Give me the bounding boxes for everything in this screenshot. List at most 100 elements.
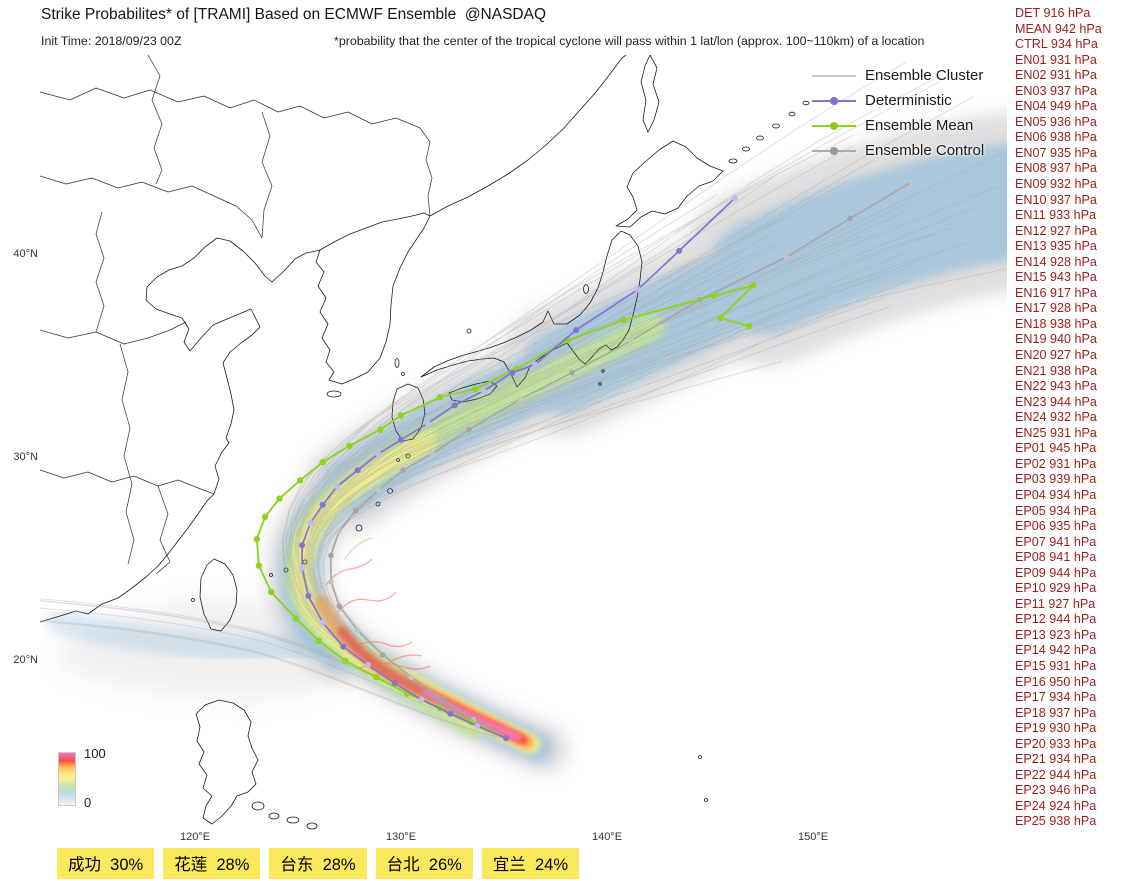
member-pressure: EP02 931 hPa [1015, 456, 1097, 471]
ensemble-cluster-track [306, 200, 913, 740]
member-pressure: EP13 923 hPa [1015, 627, 1097, 642]
track-point [418, 696, 425, 703]
track-point [400, 467, 406, 474]
strike-probability-label: 宜兰 24% [481, 848, 580, 879]
track-point [346, 442, 353, 449]
track-point [299, 542, 306, 549]
member-pressure: CTRL 934 hPa [1015, 37, 1098, 52]
ensemble-cluster-track [305, 234, 933, 740]
probability-colorbar [58, 752, 76, 806]
kyushu [391, 383, 426, 442]
track-point [717, 314, 724, 322]
lat-tick-label: 20°N [13, 654, 38, 666]
track-point [319, 619, 326, 626]
member-pressure: EP04 934 hPa [1015, 487, 1097, 502]
china-south-coast [40, 437, 230, 623]
member-pressure: EN23 944 hPa [1015, 394, 1097, 409]
probability-footnote: *probability that the center of the trop… [334, 34, 925, 48]
ensemble-cluster-track [315, 297, 885, 740]
track-point [253, 536, 260, 543]
track-point [436, 393, 444, 401]
member-pressure: EN06 938 hPa [1015, 130, 1097, 145]
ensemble-cluster-track [293, 74, 942, 740]
track-point [447, 710, 454, 717]
track-point [439, 696, 446, 703]
member-pressure: EP06 935 hPa [1015, 519, 1097, 534]
ensemble-cluster-track [306, 273, 876, 740]
track-point [354, 467, 361, 474]
lon-tick-label: 140°E [591, 831, 623, 843]
track-point [466, 426, 472, 433]
track-point [847, 215, 853, 222]
ensemble-cluster-track [310, 280, 708, 740]
track-point [509, 369, 516, 376]
member-pressure: EN16 917 hPa [1015, 285, 1097, 300]
track-point [319, 458, 326, 466]
member-pressure: EN02 931 hPa [1015, 68, 1097, 83]
member-pressure-list: DET 916 hPa MEAN 942 hPa CTRL 934 hPa EN01 … [1015, 6, 1125, 830]
track-point [569, 369, 575, 376]
ensemble-cluster-track [297, 255, 705, 740]
member-pressure: EN10 937 hPa [1015, 192, 1097, 207]
interior-borders [40, 55, 433, 575]
ensemble-cluster-track [287, 158, 875, 740]
track-point [573, 327, 580, 334]
ensemble-cluster-track [310, 185, 999, 740]
member-pressure: EP24 924 hPa [1015, 798, 1097, 813]
member-pressure: EN04 949 hPa [1015, 99, 1097, 114]
red-filaments [325, 537, 431, 670]
lat-tick-label: 40°N [13, 248, 38, 260]
lat-tick-label: 30°N [13, 451, 38, 463]
track-point [391, 680, 398, 687]
track-point [731, 195, 738, 202]
member-pressure: EP25 938 hPa [1015, 814, 1097, 829]
member-pressure: EN08 937 hPa [1015, 161, 1097, 176]
member-pressure: EP01 945 hPa [1015, 441, 1097, 456]
track-point [379, 652, 386, 658]
legend-line-sample [812, 96, 856, 105]
member-pressure: EP07 941 hPa [1015, 534, 1097, 549]
shikoku [448, 380, 498, 403]
track-point [255, 562, 263, 569]
member-pressure: EP03 939 hPa [1015, 472, 1097, 487]
track-point [315, 637, 322, 644]
page-title: Strike Probabilites* of [TRAMI] Based on… [41, 6, 547, 23]
ensemble-cluster-track [296, 216, 790, 740]
ensemble-cluster-track [298, 289, 685, 740]
ensemble-cluster-track [285, 80, 941, 740]
track-point [319, 501, 326, 508]
member-pressure: EP14 942 hPa [1015, 643, 1097, 658]
legend-line-sample [812, 121, 856, 130]
member-pressure: EP21 934 hPa [1015, 752, 1097, 767]
ensemble-cluster-track [300, 312, 708, 740]
member-pressure: EN21 938 hPa [1015, 363, 1097, 378]
ensemble-cluster-track [305, 239, 848, 740]
track-point [750, 282, 757, 289]
track-point [375, 487, 382, 494]
track-point [517, 396, 524, 402]
ensemble-cluster-track [308, 242, 968, 740]
member-pressure: EP23 946 hPa [1015, 783, 1097, 798]
track-point [909, 179, 915, 185]
ensemble-cluster-track [306, 252, 906, 740]
track-point [340, 643, 347, 650]
legend-item: Ensemble Mean [812, 113, 984, 138]
strike-probability-label: 成功 30% [57, 848, 155, 879]
legend-item: Deterministic [812, 88, 984, 113]
ensemble-cluster-track [304, 251, 737, 740]
ensemble-cluster-track [297, 232, 773, 740]
ensemble-cluster-track [298, 243, 776, 740]
ensemble-cluster-track [304, 227, 953, 740]
member-pressure: EP17 934 hPa [1015, 690, 1097, 705]
track-point [451, 402, 458, 409]
track-point [424, 420, 431, 427]
member-pressure: EP16 950 hPa [1015, 674, 1097, 689]
track-point [628, 337, 635, 344]
ensemble-cluster-track [308, 245, 777, 740]
ensemble-cluster-track [290, 194, 718, 740]
track-point [342, 657, 349, 665]
ensemble-cluster-track [306, 276, 882, 740]
track-point [397, 412, 405, 419]
taiwan [199, 558, 238, 632]
